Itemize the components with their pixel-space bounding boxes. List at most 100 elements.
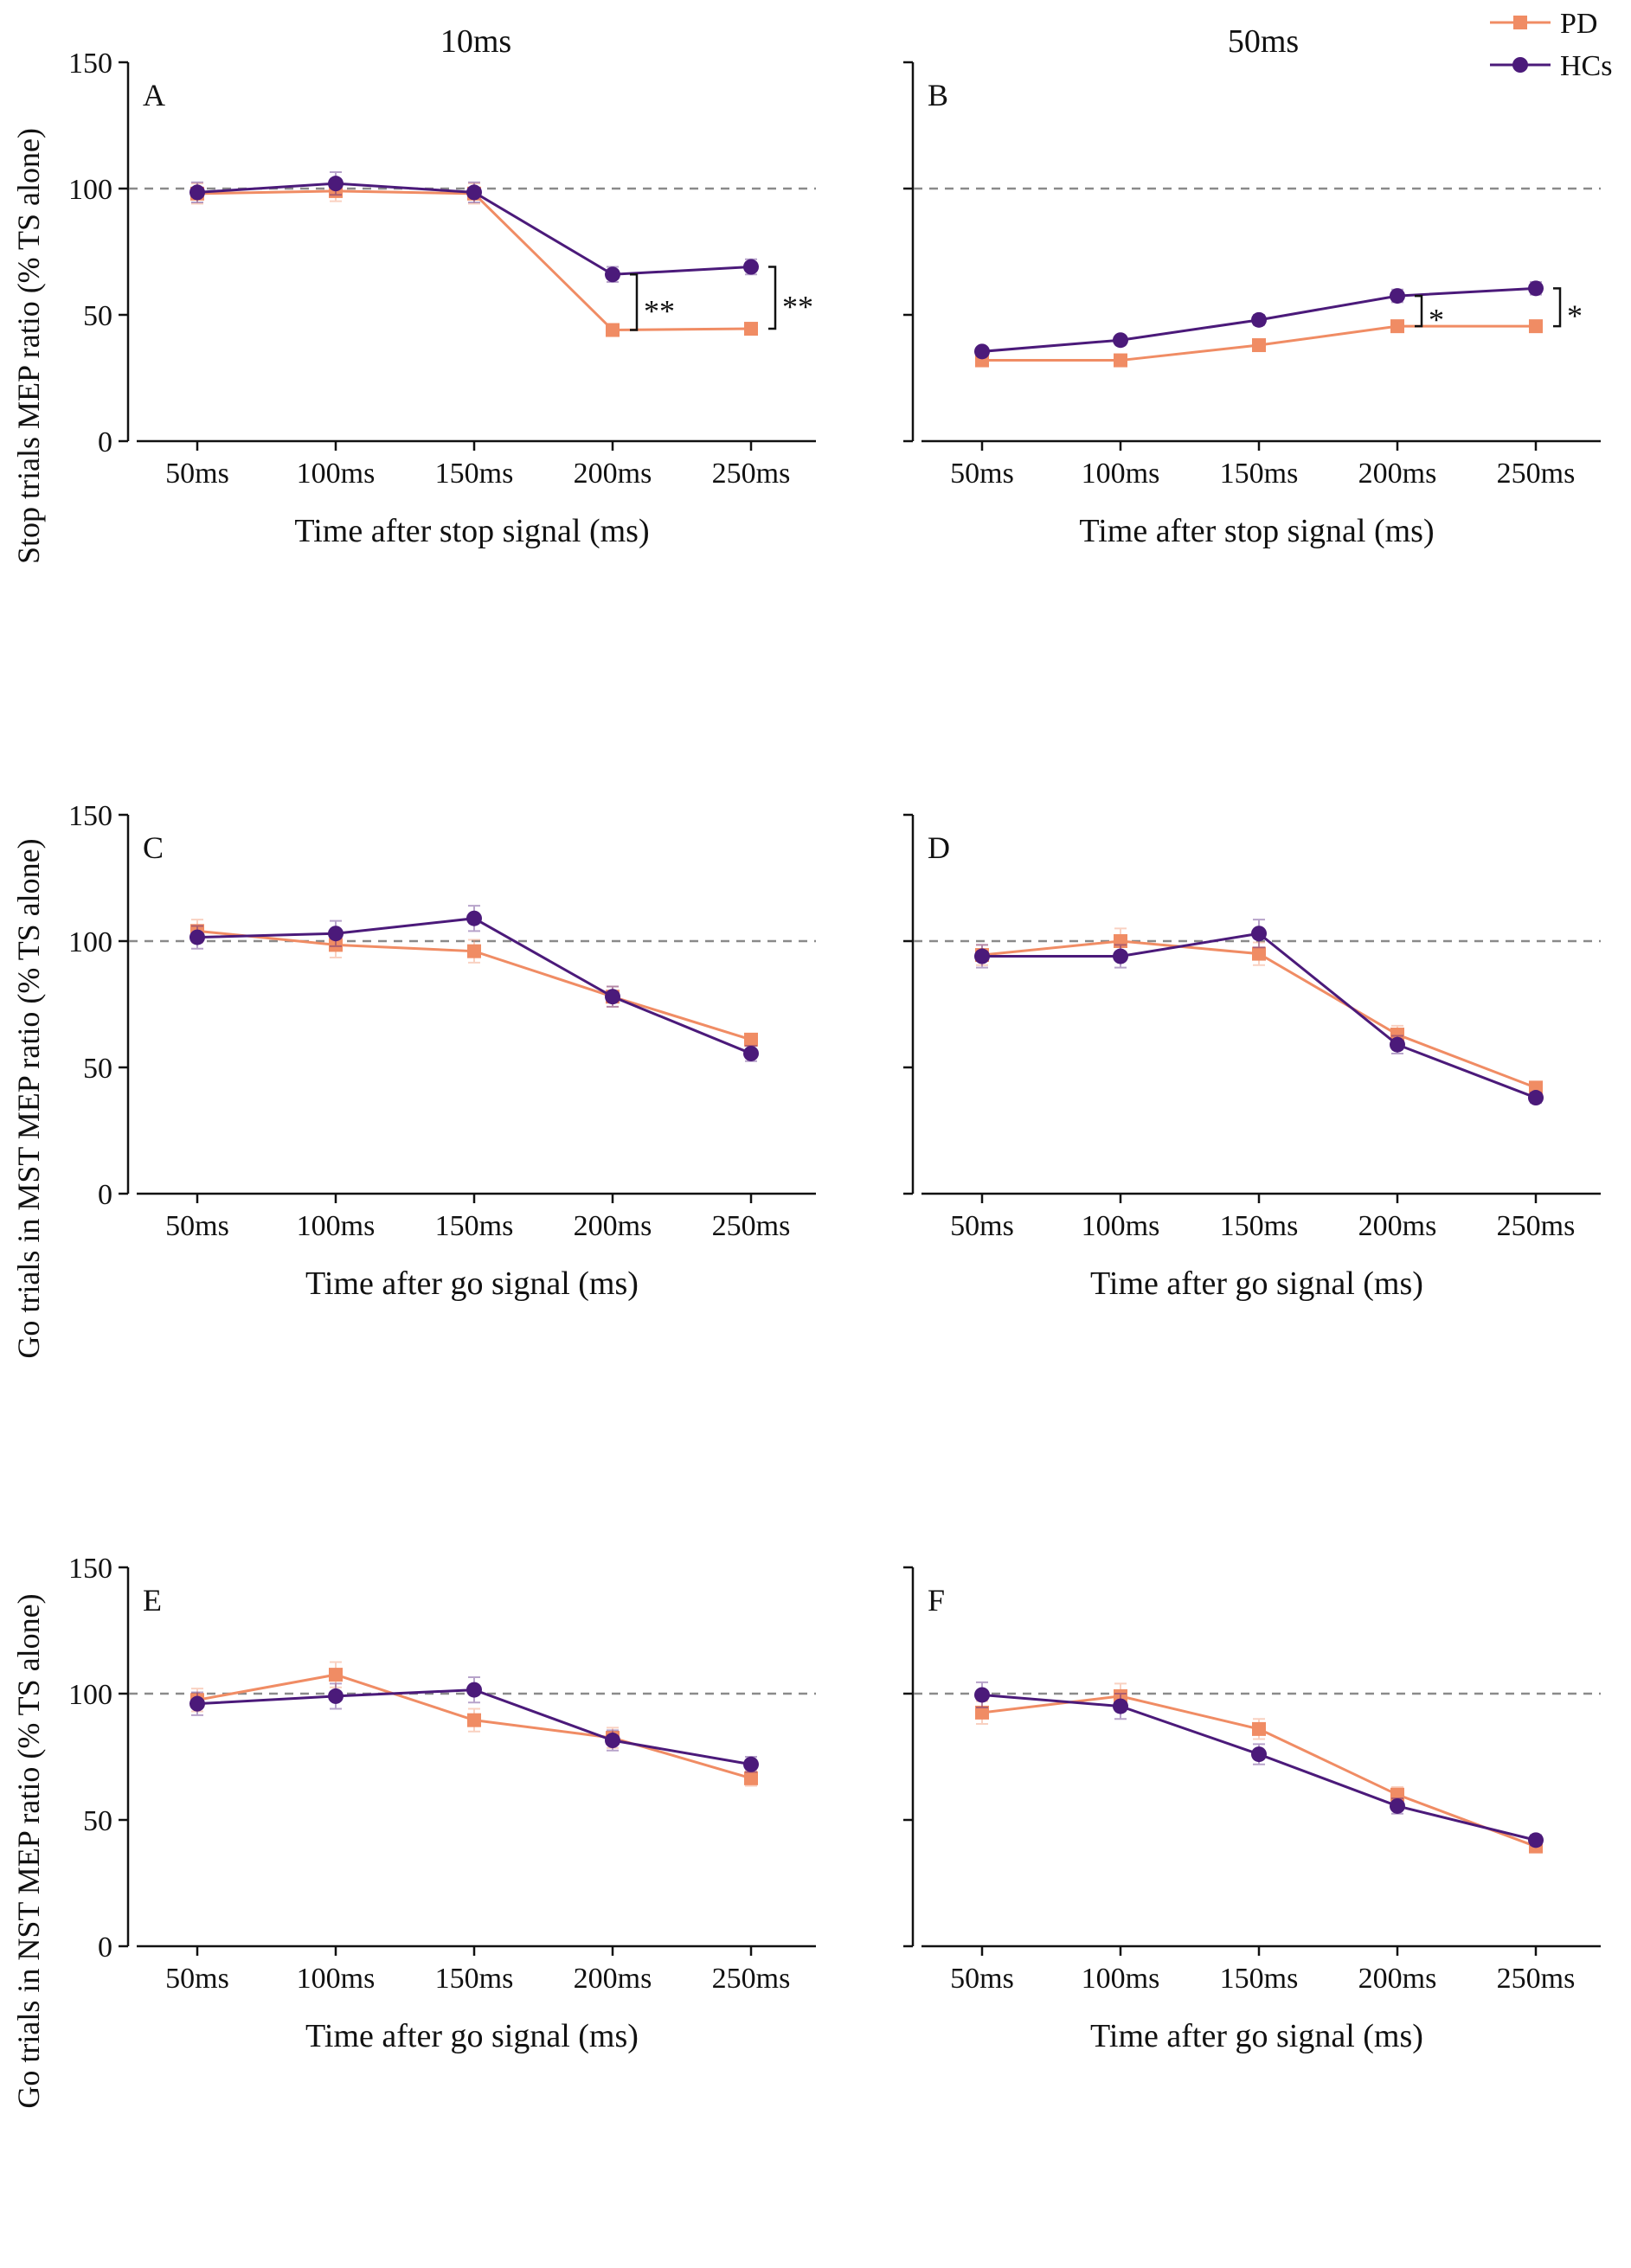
data-point-hcs-f-2 xyxy=(1251,1746,1267,1763)
x-tick-label-e-3: 200ms xyxy=(574,1963,652,1995)
series-pd-e xyxy=(190,1661,758,1787)
data-point-pd-b-2 xyxy=(1252,338,1266,353)
row-ylabels: Stop trials MEP ratio (% TS alone) Go tr… xyxy=(11,128,46,2109)
data-point-hcs-c-0 xyxy=(189,929,205,945)
data-point-hcs-a-3 xyxy=(605,266,620,283)
y-tick-label-e-150: 150 xyxy=(68,1553,112,1585)
data-point-pd-b-3 xyxy=(1390,319,1404,334)
x-tick-label-d-1: 100ms xyxy=(1082,1210,1160,1242)
data-point-hcs-e-0 xyxy=(189,1695,205,1712)
y-tick-label-a-100: 100 xyxy=(68,174,112,206)
panels: 0 50 100 150 50ms 100ms 150ms 200ms 250ms Time af… xyxy=(68,48,1601,2054)
y-tick-label-c-100: 100 xyxy=(68,926,112,958)
data-point-hcs-a-2 xyxy=(466,184,482,201)
data-point-hcs-c-2 xyxy=(466,910,482,926)
x-tick-label-b-0: 50ms xyxy=(950,458,1014,490)
data-point-pd-f-0 xyxy=(975,1705,989,1720)
x-tick-label-e-0: 50ms xyxy=(165,1963,229,1995)
panel-label-c: C xyxy=(143,830,164,865)
x-tick-label-a-2: 150ms xyxy=(435,458,514,490)
data-point-pd-b-1 xyxy=(1114,353,1127,368)
x-tick-label-f-1: 100ms xyxy=(1082,1963,1160,1995)
panel-label-a: A xyxy=(143,78,165,112)
panel-f: 50ms 100ms 150ms 200ms 250ms Time after go si… xyxy=(903,1566,1601,2054)
column-titles: 10ms 50ms xyxy=(440,23,1299,60)
y-tick-label-a-150: 150 xyxy=(68,48,112,80)
series-hcs-e xyxy=(189,1676,759,1773)
significance-bracket-b-1 xyxy=(1553,287,1562,328)
legend-hcs-label: HCs xyxy=(1560,50,1612,82)
significance-label-a-1: ** xyxy=(782,289,813,324)
data-point-pd-d-1 xyxy=(1114,934,1127,948)
significance-bracket-b-0 xyxy=(1415,294,1423,328)
x-tick-label-a-0: 50ms xyxy=(165,458,229,490)
series-line-hcs-f xyxy=(981,1693,1537,1842)
x-tick-label-e-4: 250ms xyxy=(712,1963,791,1995)
series-pd-f xyxy=(975,1682,1543,1854)
y-tick-label-e-0: 0 xyxy=(98,1932,112,1964)
series-pd-c xyxy=(190,919,758,1047)
panel-label-e: E xyxy=(143,1583,162,1618)
series-hcs-a xyxy=(189,171,759,284)
significance-label-b-0: * xyxy=(1429,303,1444,337)
x-tick-label-f-2: 150ms xyxy=(1220,1963,1299,1995)
x-tick-label-b-1: 100ms xyxy=(1082,458,1160,490)
ylabel-row-2: Go trials in MST MEP ratio (% TS alone) xyxy=(11,838,46,1358)
series-hcs-c xyxy=(189,905,759,1062)
x-axis-label-e: Time after go signal (ms) xyxy=(305,2018,639,2054)
data-point-pd-c-1 xyxy=(329,938,343,952)
y-tick-label-c-50: 50 xyxy=(83,1053,112,1085)
data-point-hcs-c-3 xyxy=(605,989,620,1005)
x-tick-label-e-2: 150ms xyxy=(435,1963,514,1995)
data-point-hcs-a-0 xyxy=(189,184,205,201)
data-point-hcs-d-4 xyxy=(1528,1090,1544,1106)
data-point-hcs-f-1 xyxy=(1113,1698,1128,1714)
y-tick-label-e-100: 100 xyxy=(68,1679,112,1711)
series-hcs-d xyxy=(974,919,1544,1106)
x-tick-label-c-1: 100ms xyxy=(297,1210,376,1242)
legend-pd-marker xyxy=(1513,16,1527,29)
significance-label-a-0: ** xyxy=(644,293,675,328)
data-point-pd-c-2 xyxy=(467,944,481,958)
column-title-10ms: 10ms xyxy=(440,23,511,60)
data-point-pd-f-2 xyxy=(1252,1721,1266,1736)
data-point-hcs-e-1 xyxy=(328,1688,344,1704)
data-point-hcs-b-0 xyxy=(974,343,990,360)
x-tick-label-c-0: 50ms xyxy=(165,1210,229,1242)
x-axis-label-c: Time after go signal (ms) xyxy=(305,1265,639,1302)
x-tick-label-a-1: 100ms xyxy=(297,458,376,490)
significance-label-b-1: * xyxy=(1567,298,1583,333)
panel-d: 50ms 100ms 150ms 200ms 250ms Time after go si… xyxy=(903,813,1601,1302)
data-point-pd-c-4 xyxy=(744,1032,758,1047)
legend-pd-label: PD xyxy=(1560,8,1597,40)
series-pd-d xyxy=(975,927,1543,1095)
legend-hcs-marker xyxy=(1512,57,1528,73)
x-tick-label-c-2: 150ms xyxy=(435,1210,514,1242)
x-tick-label-b-4: 250ms xyxy=(1497,458,1576,490)
x-tick-label-f-3: 200ms xyxy=(1358,1963,1437,1995)
x-tick-label-c-3: 200ms xyxy=(574,1210,652,1242)
x-axis-label-d: Time after go signal (ms) xyxy=(1090,1265,1423,1302)
panel-a: 0 50 100 150 50ms 100ms 150ms 200ms 250ms Time af… xyxy=(68,48,816,549)
x-axis-label-a: Time after stop signal (ms) xyxy=(294,513,649,549)
data-point-hcs-e-4 xyxy=(743,1756,759,1772)
panel-label-f: F xyxy=(928,1583,945,1618)
data-point-hcs-d-2 xyxy=(1251,926,1267,942)
y-tick-label-c-150: 150 xyxy=(68,800,112,832)
ylabel-row-3: Go trials in NST MEP ratio (% TS alone) xyxy=(11,1593,46,2108)
data-point-pd-e-4 xyxy=(744,1771,758,1785)
significance-bracket-a-1 xyxy=(768,266,777,330)
panel-e: 0 50 100 150 50ms 100ms 150ms 200ms 250ms Time af… xyxy=(68,1553,816,2054)
y-tick-label-a-50: 50 xyxy=(83,300,112,332)
data-point-hcs-b-4 xyxy=(1528,280,1544,297)
data-point-hcs-e-2 xyxy=(466,1682,482,1698)
data-point-hcs-f-3 xyxy=(1390,1797,1405,1814)
data-point-pd-d-2 xyxy=(1252,946,1266,961)
x-tick-label-d-2: 150ms xyxy=(1220,1210,1299,1242)
legend: PD HCs xyxy=(1490,8,1612,82)
x-tick-label-c-4: 250ms xyxy=(712,1210,791,1242)
x-axis-label-f: Time after go signal (ms) xyxy=(1090,2018,1423,2054)
data-point-hcs-f-0 xyxy=(974,1687,990,1703)
data-point-hcs-d-3 xyxy=(1390,1036,1405,1053)
x-tick-label-f-0: 50ms xyxy=(950,1963,1014,1995)
